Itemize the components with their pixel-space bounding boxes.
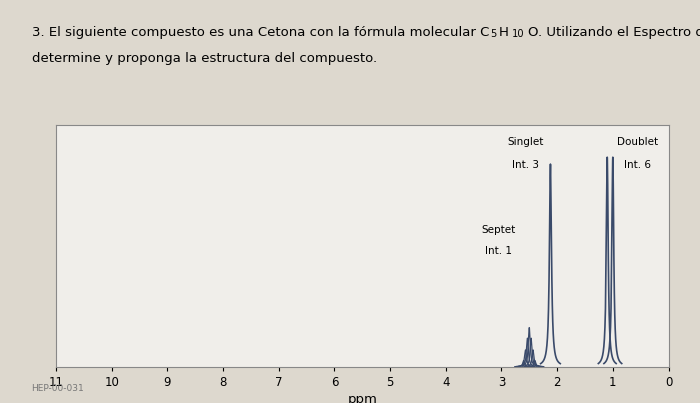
Text: Int. 3: Int. 3	[512, 160, 539, 170]
X-axis label: ppm: ppm	[347, 393, 377, 403]
Text: Doublet: Doublet	[617, 137, 659, 147]
Text: HEP-00-031: HEP-00-031	[32, 384, 84, 393]
Text: 10: 10	[512, 29, 524, 39]
Text: determine y proponga la estructura del compuesto.: determine y proponga la estructura del c…	[32, 52, 377, 65]
Text: Singlet: Singlet	[508, 137, 544, 147]
Text: Int. 1: Int. 1	[485, 246, 512, 256]
Text: Int. 6: Int. 6	[624, 160, 652, 170]
Text: Septet: Septet	[482, 225, 516, 235]
Text: O. Utilizando el Espectro de RMN: O. Utilizando el Espectro de RMN	[528, 26, 700, 39]
Text: H: H	[498, 26, 508, 39]
Text: 3. El siguiente compuesto es una Cetona con la fórmula molecular C: 3. El siguiente compuesto es una Cetona …	[32, 26, 489, 39]
Text: 5: 5	[490, 29, 496, 39]
